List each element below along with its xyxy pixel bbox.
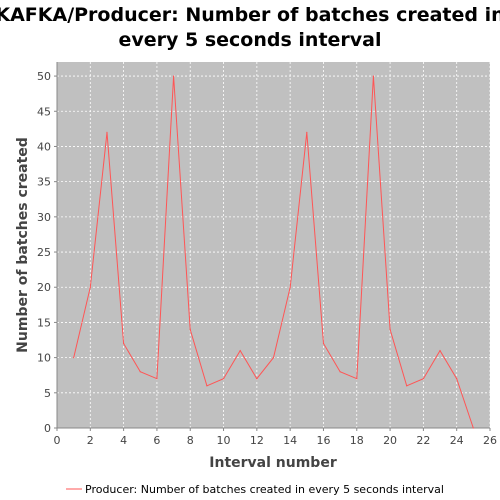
data-point — [139, 371, 141, 373]
y-tick-label: 10 — [37, 352, 51, 365]
x-tick-label: 22 — [416, 434, 430, 447]
x-tick-label: 2 — [87, 434, 94, 447]
x-tick-label: 4 — [120, 434, 127, 447]
data-point — [422, 378, 424, 380]
data-point — [73, 357, 75, 359]
data-point — [439, 349, 441, 352]
y-tick-label: 5 — [44, 387, 51, 400]
data-point — [372, 75, 375, 77]
data-point — [239, 349, 241, 352]
data-point — [322, 342, 325, 345]
x-tick-label: 18 — [350, 434, 364, 447]
x-tick-label: 8 — [187, 434, 194, 447]
x-tick-label: 16 — [316, 434, 330, 447]
x-tick-label: 14 — [283, 434, 297, 447]
axes — [56, 62, 490, 429]
data-point — [189, 328, 191, 331]
data-point — [472, 427, 474, 429]
x-tick-label: 24 — [450, 434, 464, 447]
data-point — [356, 378, 358, 380]
x-axis-label: Interval number — [209, 455, 337, 471]
chart-title-line-2: every 5 seconds interval — [118, 29, 381, 51]
y-tick-label: 0 — [44, 422, 51, 435]
x-axis-ticks: 0 2 4 6 8 10 12 14 16 18 20 22 24 26 — [54, 428, 497, 447]
y-axis-label: Number of batches created — [15, 137, 31, 353]
x-tick-label: 6 — [153, 434, 160, 447]
data-point — [89, 286, 91, 288]
data-point — [406, 385, 408, 387]
data-point — [222, 378, 225, 380]
data-point — [156, 378, 158, 380]
data-point — [106, 131, 108, 133]
x-tick-label: 10 — [217, 434, 231, 447]
y-tick-label: 35 — [37, 176, 51, 189]
x-tick-label: 12 — [250, 434, 264, 447]
data-point — [289, 286, 291, 288]
x-tick-label: 26 — [483, 434, 497, 447]
y-tick-label: 15 — [37, 316, 51, 329]
y-tick-label: 25 — [37, 246, 51, 259]
data-point — [123, 342, 125, 345]
y-tick-label: 45 — [37, 105, 51, 118]
data-point — [206, 385, 208, 387]
data-point — [272, 357, 275, 359]
data-point — [389, 328, 391, 331]
data-point — [172, 75, 175, 77]
y-tick-label: 20 — [37, 281, 51, 294]
y-tick-label: 50 — [37, 70, 51, 83]
legend: Producer: Number of batches created in e… — [66, 483, 444, 496]
y-tick-label: 30 — [37, 211, 51, 224]
plot-area — [57, 62, 490, 428]
data-point — [456, 378, 458, 380]
x-tick-label: 0 — [54, 434, 61, 447]
y-axis-ticks: 0 5 10 15 20 25 30 35 40 45 50 — [37, 70, 57, 435]
data-point — [339, 371, 341, 373]
data-point — [306, 131, 308, 133]
y-tick-label: 40 — [37, 140, 51, 153]
series-group — [73, 75, 474, 429]
x-tick-label: 20 — [383, 434, 397, 447]
chart-title-line-1: KAFKA/Producer: Number of batches create… — [0, 4, 500, 26]
legend-entry: Producer: Number of batches created in e… — [85, 483, 444, 496]
data-point — [256, 378, 258, 380]
